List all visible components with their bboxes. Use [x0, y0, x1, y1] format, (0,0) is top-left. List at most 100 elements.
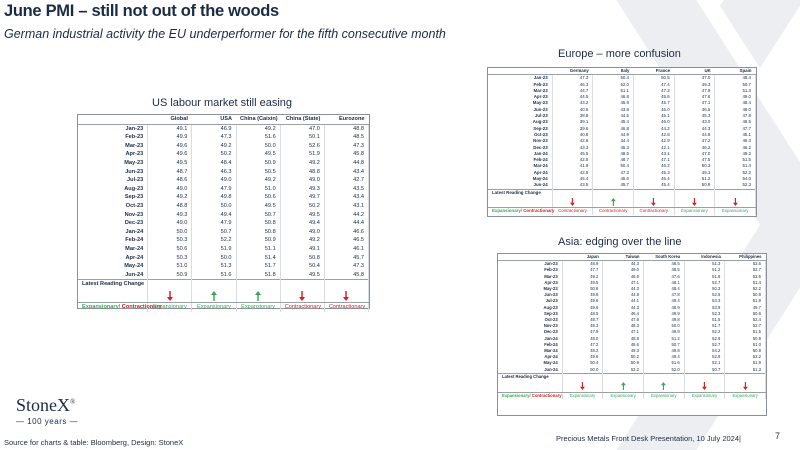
table-row: Mar-24 48.2 49.3 49.8 54.2 50.9: [498, 348, 766, 355]
table-cell: 49.7: [280, 193, 325, 202]
latest-change-row: [498, 380, 766, 393]
table-cell: 49.2: [280, 236, 325, 245]
row-label: Apr-23: [498, 279, 563, 287]
status-badge: Expansionary: [191, 302, 237, 312]
table-cell: 51.4: [714, 163, 756, 170]
table-cell: 51.7: [236, 262, 281, 271]
column-header: Germany: [552, 68, 593, 76]
table-cell: 50.6: [236, 193, 281, 202]
table-row: Sep-23 39.6 46.8 44.2 44.3 47.7: [488, 125, 756, 132]
table-cell: 43.1: [324, 201, 370, 211]
table-row: Oct-23 40.8 44.9 42.8 44.8 45.1: [488, 131, 756, 139]
table-cell: 46.9: [191, 124, 237, 134]
table-cell: 47.7: [562, 267, 604, 274]
table-row: Feb-24 50.3 52.2 50.9 49.2 46.5: [78, 236, 370, 245]
table-cell: 50.0: [562, 366, 604, 374]
column-header: Japan: [562, 254, 603, 262]
table-cell: 45.7: [324, 253, 370, 263]
table-row: May-24 50.4 50.9 51.6 52.1 51.9: [498, 360, 766, 367]
table-row: Jan-24 50.0 50.7 50.8 49.0 46.6: [78, 227, 370, 237]
table-cell: 51.2: [674, 176, 716, 183]
down-arrow-icon: [674, 195, 716, 209]
table-row: Apr-24 42.5 47.3 45.3 49.1 52.2: [488, 169, 756, 177]
table-cell: 44.7: [552, 87, 594, 95]
table-cell: 47.9: [562, 329, 604, 336]
table-cell: 47.4: [633, 81, 675, 88]
row-label: Apr-24: [498, 354, 563, 361]
table-row: Mar-23 49.6 49.2 50.0 52.6 47.3: [78, 141, 370, 151]
row-label: Apr-23: [78, 150, 149, 159]
table-cell: 49.2: [280, 158, 325, 168]
table-row: Sep-23 49.2 49.8 50.6 49.7 43.4: [78, 193, 370, 202]
table-cell: 42.8: [633, 131, 675, 139]
table-cell: 48.5: [562, 310, 604, 318]
table-row: Apr-23 49.5 47.1 48.1 52.7 51.4: [498, 279, 766, 287]
table-cell: 46.2: [633, 163, 675, 170]
row-label: Aug-23: [488, 119, 553, 126]
row-label: Jan-24: [498, 335, 563, 342]
table-row: Aug-23 39.1 45.4 46.0 43.0 46.5: [488, 119, 756, 126]
status-badge: Contractionary: [324, 302, 370, 312]
table-cell: 46.1: [324, 244, 370, 254]
table-cell: 51.0: [724, 341, 766, 349]
down-arrow-icon: [633, 195, 675, 209]
table-cell: 49.0: [280, 227, 325, 237]
table-cell: 49.4: [643, 298, 685, 305]
column-header: Philippines: [724, 254, 766, 262]
row-label: Feb-23: [488, 81, 553, 88]
table-row: Dec-23 49.0 47.9 50.8 49.4 44.4: [78, 219, 370, 228]
table-cell: 51.6: [191, 270, 237, 280]
table-cell: 50.6: [147, 244, 193, 254]
table-cell: 47.1: [602, 279, 644, 287]
status-badge: Expansionary: [714, 207, 756, 215]
column-header: Italy: [592, 68, 634, 76]
table-cell: 52.5: [684, 292, 726, 299]
row-label: Jun-23: [78, 167, 149, 177]
table-cell: 47.7: [714, 125, 756, 132]
table-cell: 45.7: [633, 100, 675, 107]
row-label: Jan-23: [498, 260, 563, 268]
table-cell: 49.0: [280, 176, 325, 185]
table-cell: 51.5: [684, 317, 726, 324]
table-row: Sep-23 48.5 46.4 49.9 52.3 50.6: [498, 310, 766, 318]
table-cell: 47.0: [674, 150, 716, 158]
status-badge: Expansionary: [674, 207, 716, 215]
table-cell: 50.8: [280, 253, 325, 263]
table-cell: 48.6: [602, 273, 644, 280]
table-cell: 43.4: [324, 193, 370, 202]
row-label: Aug-23: [78, 184, 149, 194]
table-cell: 46.3: [191, 167, 237, 177]
table-cell: 50.0: [236, 141, 281, 151]
table-cell: 52.2: [724, 354, 766, 361]
table-cell: 49.2: [191, 141, 237, 151]
status-badge: Expansionary: [147, 302, 193, 312]
table-row: May-23 49.5 48.4 50.9 49.2 44.8: [78, 158, 370, 168]
row-label: Sep-23: [488, 125, 553, 132]
table-cell: 40.6: [552, 106, 594, 114]
table-cell: 52.7: [724, 267, 766, 274]
table-cell: 46.5: [674, 106, 716, 114]
table-cell: 49.6: [147, 141, 193, 151]
table-cell: 46.0: [633, 119, 675, 126]
table-row: Jul-23 38.8 44.5 45.1 45.3 47.8: [488, 113, 756, 120]
table-cell: 49.3: [674, 81, 716, 88]
footer-text: Precious Metals Front Desk Presentation,…: [556, 434, 741, 443]
table-cell: 49.5: [147, 158, 193, 168]
table-cell: 49.9: [643, 310, 685, 318]
table-cell: 50.5: [633, 74, 675, 82]
table-cell: 48.0: [562, 335, 604, 342]
asia-pmi-table: Japan Taiwan South Korea Indonesia Philippin…: [497, 253, 767, 416]
column-header: Indonesia: [684, 254, 725, 262]
table-row: Feb-23 49.9 47.3 51.6 50.1 48.5: [78, 133, 370, 142]
row-label: Nov-23: [498, 323, 563, 330]
table-cell: 47.1: [674, 100, 716, 107]
table-cell: 43.8: [592, 106, 634, 114]
table-cell: 44.2: [324, 210, 370, 220]
row-label: Feb-24: [78, 236, 149, 245]
table-cell: 51.9: [724, 298, 766, 305]
eu-pmi-table: Germany Italy France UK Spain Jan-23 47.3 50.4 5…: [487, 67, 757, 217]
table-cell: 48.4: [643, 286, 685, 293]
row-label: Apr-23: [488, 94, 553, 101]
table-cell: 51.6: [643, 360, 685, 367]
